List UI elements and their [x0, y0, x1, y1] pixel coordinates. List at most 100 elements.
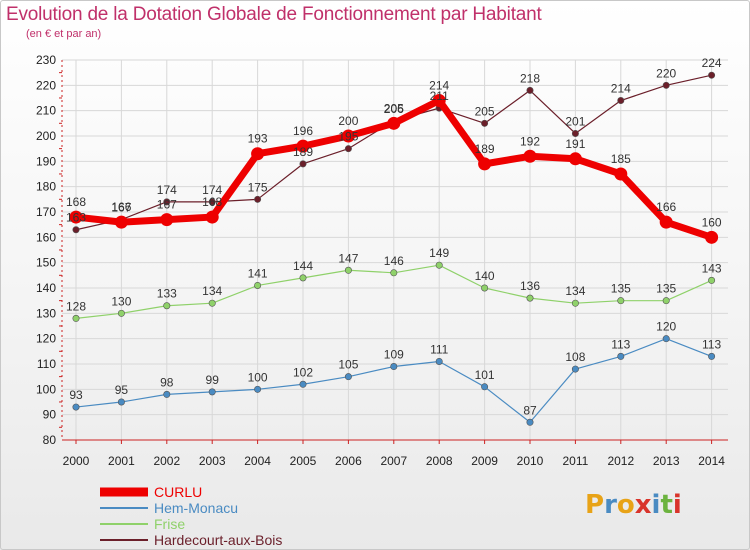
y-tick-label: 130: [36, 306, 56, 320]
y-tick-label: 210: [36, 104, 56, 118]
data-point: [117, 398, 125, 406]
data-label: 100: [248, 370, 268, 384]
x-tick-label: 2001: [108, 454, 135, 468]
data-point: [254, 281, 262, 289]
data-label: 95: [115, 383, 129, 397]
logo-letter: o: [616, 490, 635, 520]
data-label: 99: [206, 373, 220, 387]
y-tick-label: 140: [36, 281, 56, 295]
data-label: 200: [338, 114, 358, 128]
series-layer: [69, 71, 719, 426]
data-label: 214: [429, 79, 449, 93]
data-label: 192: [520, 134, 540, 148]
data-point: [481, 284, 489, 292]
data-point: [481, 119, 489, 127]
x-tick-label: 2004: [244, 454, 271, 468]
data-label: 87: [523, 403, 537, 417]
data-label: 205: [475, 104, 495, 118]
data-point: [662, 297, 670, 305]
data-point: [571, 299, 579, 307]
data-label: 133: [157, 287, 177, 301]
data-label: 195: [338, 130, 358, 144]
x-axis-ticks: 2000 2001 2002 2003 2004 2005 2006 2007 2008 2009…: [63, 440, 725, 468]
series-frise: [72, 261, 716, 322]
data-point: [72, 226, 80, 234]
data-point: [114, 215, 128, 229]
data-point: [205, 210, 219, 224]
data-label: 147: [338, 251, 358, 265]
data-label: 136: [520, 279, 540, 293]
y-tick-label: 220: [36, 78, 56, 92]
data-label: 174: [157, 183, 177, 197]
data-label: 205: [384, 101, 404, 115]
data-label: 93: [69, 388, 83, 402]
data-point: [344, 145, 352, 153]
data-label: 109: [384, 348, 404, 362]
data-point: [299, 160, 307, 168]
logo-letter: r: [604, 490, 617, 520]
data-label: 168: [202, 195, 222, 209]
data-point: [208, 388, 216, 396]
data-label: 214: [611, 82, 631, 96]
data-label: 174: [202, 183, 222, 197]
data-point: [208, 299, 216, 307]
logo-letter: P: [585, 490, 605, 520]
y-axis-ticks: 80 90 100 110 120 130 140 150 160 170 180 190 200 210…: [36, 53, 62, 447]
data-label: 206: [384, 102, 404, 116]
data-point: [299, 274, 307, 282]
data-point: [432, 94, 446, 108]
data-point: [662, 335, 670, 343]
data-label: 146: [384, 254, 404, 268]
data-point: [390, 363, 398, 371]
data-label: 168: [66, 195, 86, 209]
data-label: 224: [702, 56, 722, 70]
x-tick-label: 2008: [426, 454, 453, 468]
data-label: 189: [293, 145, 313, 159]
data-label: 134: [202, 284, 222, 298]
data-point: [435, 357, 443, 365]
data-label: 134: [565, 284, 585, 298]
x-tick-label: 2003: [199, 454, 226, 468]
data-label: 193: [248, 132, 268, 146]
data-point: [387, 116, 401, 130]
data-point: [617, 97, 625, 105]
data-point: [571, 365, 579, 373]
data-point: [160, 213, 174, 227]
data-point: [344, 266, 352, 274]
y-tick-label: 90: [43, 408, 57, 422]
data-point: [72, 403, 80, 411]
data-label: 111: [430, 342, 449, 356]
y-tick-label: 100: [36, 382, 56, 396]
data-label: 105: [338, 358, 358, 372]
y-tick-label: 180: [36, 180, 56, 194]
logo-letter: t: [660, 490, 673, 520]
data-label: 167: [111, 201, 131, 215]
data-label: 175: [248, 180, 268, 194]
data-label: 220: [656, 66, 676, 80]
y-tick-label: 230: [36, 53, 56, 67]
data-label: 196: [293, 124, 313, 138]
data-point: [254, 195, 262, 203]
x-tick-label: 2014: [698, 454, 725, 468]
data-point: [478, 157, 492, 171]
data-point: [659, 215, 673, 229]
data-point: [296, 139, 310, 153]
data-point: [163, 390, 171, 398]
x-tick-label: 2007: [380, 454, 407, 468]
data-labels-layer: 93 95 98 99 100 102 105 109 111 101 87 108 113 120 113…: [66, 56, 722, 417]
data-label: 211: [430, 89, 449, 103]
x-tick-label: 2011: [562, 454, 588, 468]
data-label: 166: [111, 200, 131, 214]
data-point: [251, 147, 265, 161]
data-label: 98: [160, 375, 174, 389]
data-label: 201: [565, 114, 585, 128]
data-point: [617, 297, 625, 305]
y-tick-label: 160: [36, 230, 56, 244]
x-tick-label: 2005: [290, 454, 317, 468]
data-point: [117, 309, 125, 317]
data-point: [662, 81, 670, 89]
data-label: 160: [702, 215, 722, 229]
x-tick-label: 2012: [607, 454, 634, 468]
data-label: 113: [611, 337, 630, 351]
